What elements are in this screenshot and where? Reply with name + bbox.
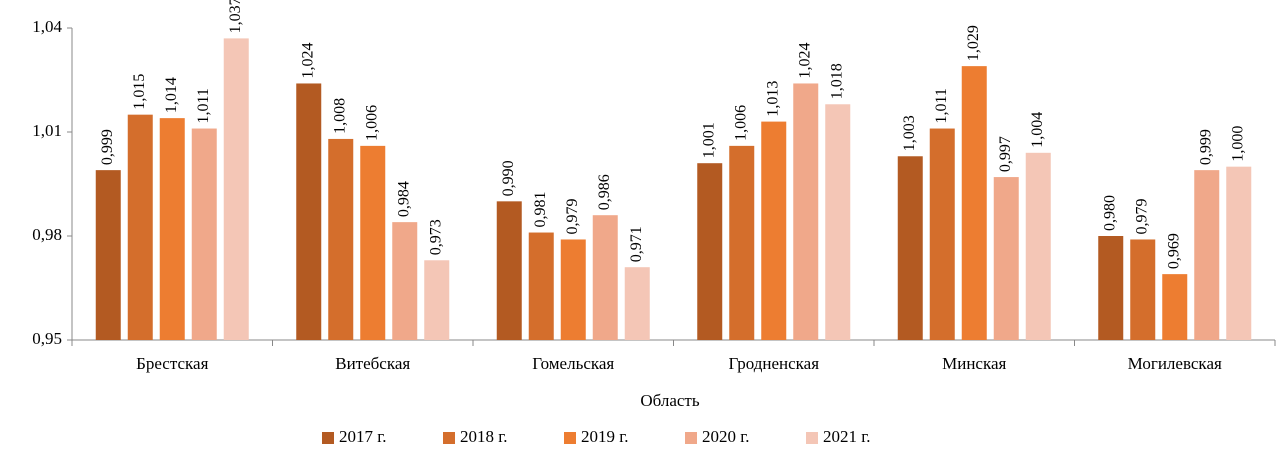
x-tick-label: Могилевская (1128, 354, 1222, 373)
bar (528, 232, 554, 340)
legend-swatch (443, 432, 455, 444)
bar (897, 156, 923, 340)
value-label: 1,001 (700, 122, 717, 158)
x-tick-label: Витебская (335, 354, 410, 373)
bar (1130, 239, 1156, 340)
legend-swatch (685, 432, 697, 444)
value-label: 0,969 (1165, 233, 1182, 269)
bar (424, 260, 450, 340)
legend-swatch (564, 432, 576, 444)
value-label: 1,018 (828, 63, 845, 99)
value-label: 1,024 (299, 42, 316, 78)
value-label: 0,971 (628, 226, 645, 262)
value-label: 1,015 (131, 74, 148, 110)
y-tick-label: 0,98 (32, 225, 62, 244)
legend-label: 2017 г. (339, 427, 387, 446)
value-label: 1,029 (965, 25, 982, 61)
value-label: 0,986 (596, 174, 613, 210)
x-tick-label: Гродненская (728, 354, 819, 373)
value-label: 0,979 (564, 198, 581, 234)
bar (961, 66, 987, 340)
bar (624, 267, 650, 340)
value-label: 0,979 (1133, 198, 1150, 234)
legend-swatch (806, 432, 818, 444)
bar (223, 38, 249, 341)
bar (127, 114, 153, 341)
bar (1098, 236, 1124, 340)
value-label: 1,008 (331, 98, 348, 134)
bar (392, 222, 418, 340)
legend-label: 2021 г. (823, 427, 871, 446)
bar (761, 121, 787, 340)
legend-label: 2019 г. (581, 427, 629, 446)
bar (729, 145, 755, 340)
bar (793, 83, 819, 340)
y-tick-label: 1,01 (32, 121, 62, 140)
bar (697, 163, 723, 340)
bar (191, 128, 217, 340)
value-label: 0,984 (395, 181, 412, 217)
legend-label: 2018 г. (460, 427, 508, 446)
bar (592, 215, 618, 340)
value-label: 0,999 (99, 129, 116, 165)
x-tick-label: Минская (942, 354, 1006, 373)
bar (1226, 166, 1252, 340)
value-label: 1,037 (227, 0, 244, 33)
value-label: 0,981 (532, 192, 549, 228)
bar (1162, 274, 1188, 340)
value-label: 1,011 (933, 88, 950, 123)
value-label: 1,003 (901, 115, 918, 151)
bar (496, 201, 522, 340)
value-label: 0,990 (500, 160, 517, 196)
value-label: 1,013 (764, 81, 781, 117)
x-tick-label: Брестская (136, 354, 209, 373)
bar (159, 118, 185, 340)
value-label: 0,997 (997, 136, 1014, 172)
y-tick-label: 0,95 (32, 329, 62, 348)
value-label: 1,006 (363, 105, 380, 141)
value-label: 1,014 (163, 77, 180, 113)
value-label: 1,024 (796, 42, 813, 78)
bar (993, 177, 1019, 340)
bar (296, 83, 322, 340)
x-axis-label: Область (640, 391, 700, 410)
bar (1194, 170, 1220, 340)
legend-swatch (322, 432, 334, 444)
bar (1025, 152, 1051, 340)
value-label: 0,999 (1197, 129, 1214, 165)
legend-label: 2020 г. (702, 427, 750, 446)
bar (360, 145, 386, 340)
value-label: 0,980 (1101, 195, 1118, 231)
bar (95, 170, 121, 340)
value-label: 0,973 (427, 219, 444, 255)
value-label: 1,000 (1229, 126, 1246, 162)
value-label: 1,011 (195, 88, 212, 123)
value-label: 1,004 (1029, 112, 1046, 148)
x-tick-label: Гомельская (532, 354, 614, 373)
bar (560, 239, 586, 340)
bar (328, 138, 354, 340)
value-label: 1,006 (732, 105, 749, 141)
y-tick-label: 1,04 (32, 17, 62, 36)
bar (929, 128, 955, 340)
bar (825, 104, 851, 341)
